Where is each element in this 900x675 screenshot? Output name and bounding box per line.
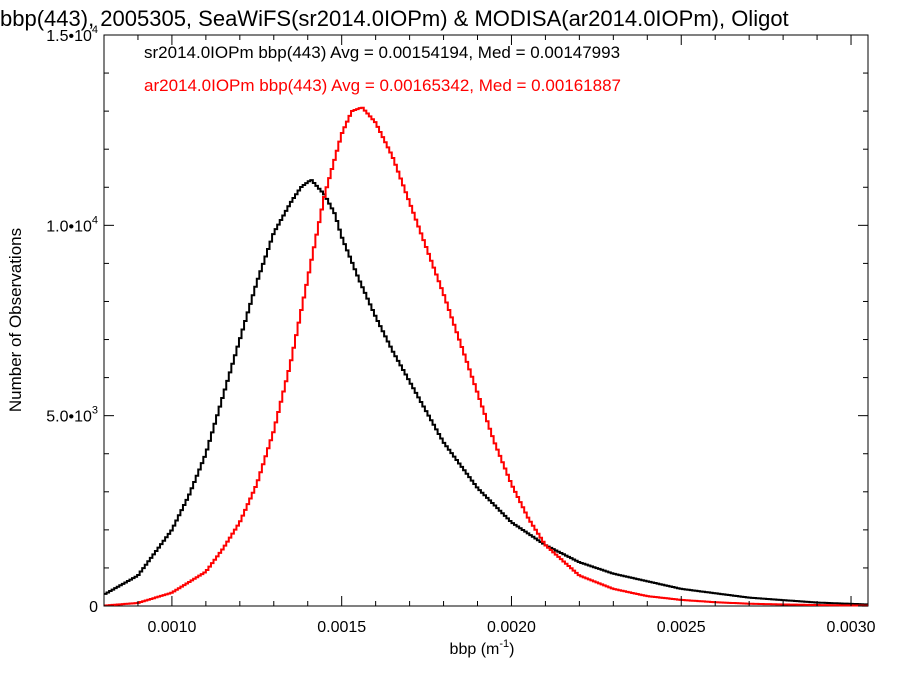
x-tick-label: 0.0015 xyxy=(317,619,366,636)
annotation-1: sr2014.0IOPm bbp(443) Avg = 0.00154194, … xyxy=(144,43,620,62)
series-line-1 xyxy=(104,179,868,606)
annotation-2: ar2014.0IOPm bbp(443) Avg = 0.00165342, … xyxy=(144,76,621,95)
x-axis-label-sup: -1 xyxy=(499,638,509,650)
x-tick-label: 0.0010 xyxy=(147,619,196,636)
chart-title: bbp(443), 2005305, SeaWiFS(sr2014.0IOPm)… xyxy=(0,6,789,31)
x-tick-label: 0.0025 xyxy=(657,619,706,636)
y-tick-label: 1.5•104 xyxy=(46,24,98,45)
y-tick-label: 0 xyxy=(89,599,98,616)
x-tick-label: 0.0020 xyxy=(487,619,536,636)
series-layer xyxy=(104,106,868,607)
annotations: sr2014.0IOPm bbp(443) Avg = 0.00154194, … xyxy=(144,43,621,95)
y-axis-label: Number of Observations xyxy=(6,228,25,412)
plot-area xyxy=(103,34,869,607)
x-axis-label: bbp (m-1) xyxy=(450,638,515,658)
plot-frame xyxy=(103,34,869,607)
x-axis-label-main: bbp (m xyxy=(450,641,500,658)
y-tick-label: 1.0•104 xyxy=(46,214,98,235)
y-tick-label: 5.0•103 xyxy=(46,405,98,426)
axis-ticks: 0.0010 0.0015 0.0020 0.0025 0.0030 0 5.0•103 1.… xyxy=(46,24,875,636)
x-tick-label: 0.0030 xyxy=(827,619,876,636)
x-axis-label-close: ) xyxy=(509,641,514,658)
series-line-2 xyxy=(104,106,868,607)
